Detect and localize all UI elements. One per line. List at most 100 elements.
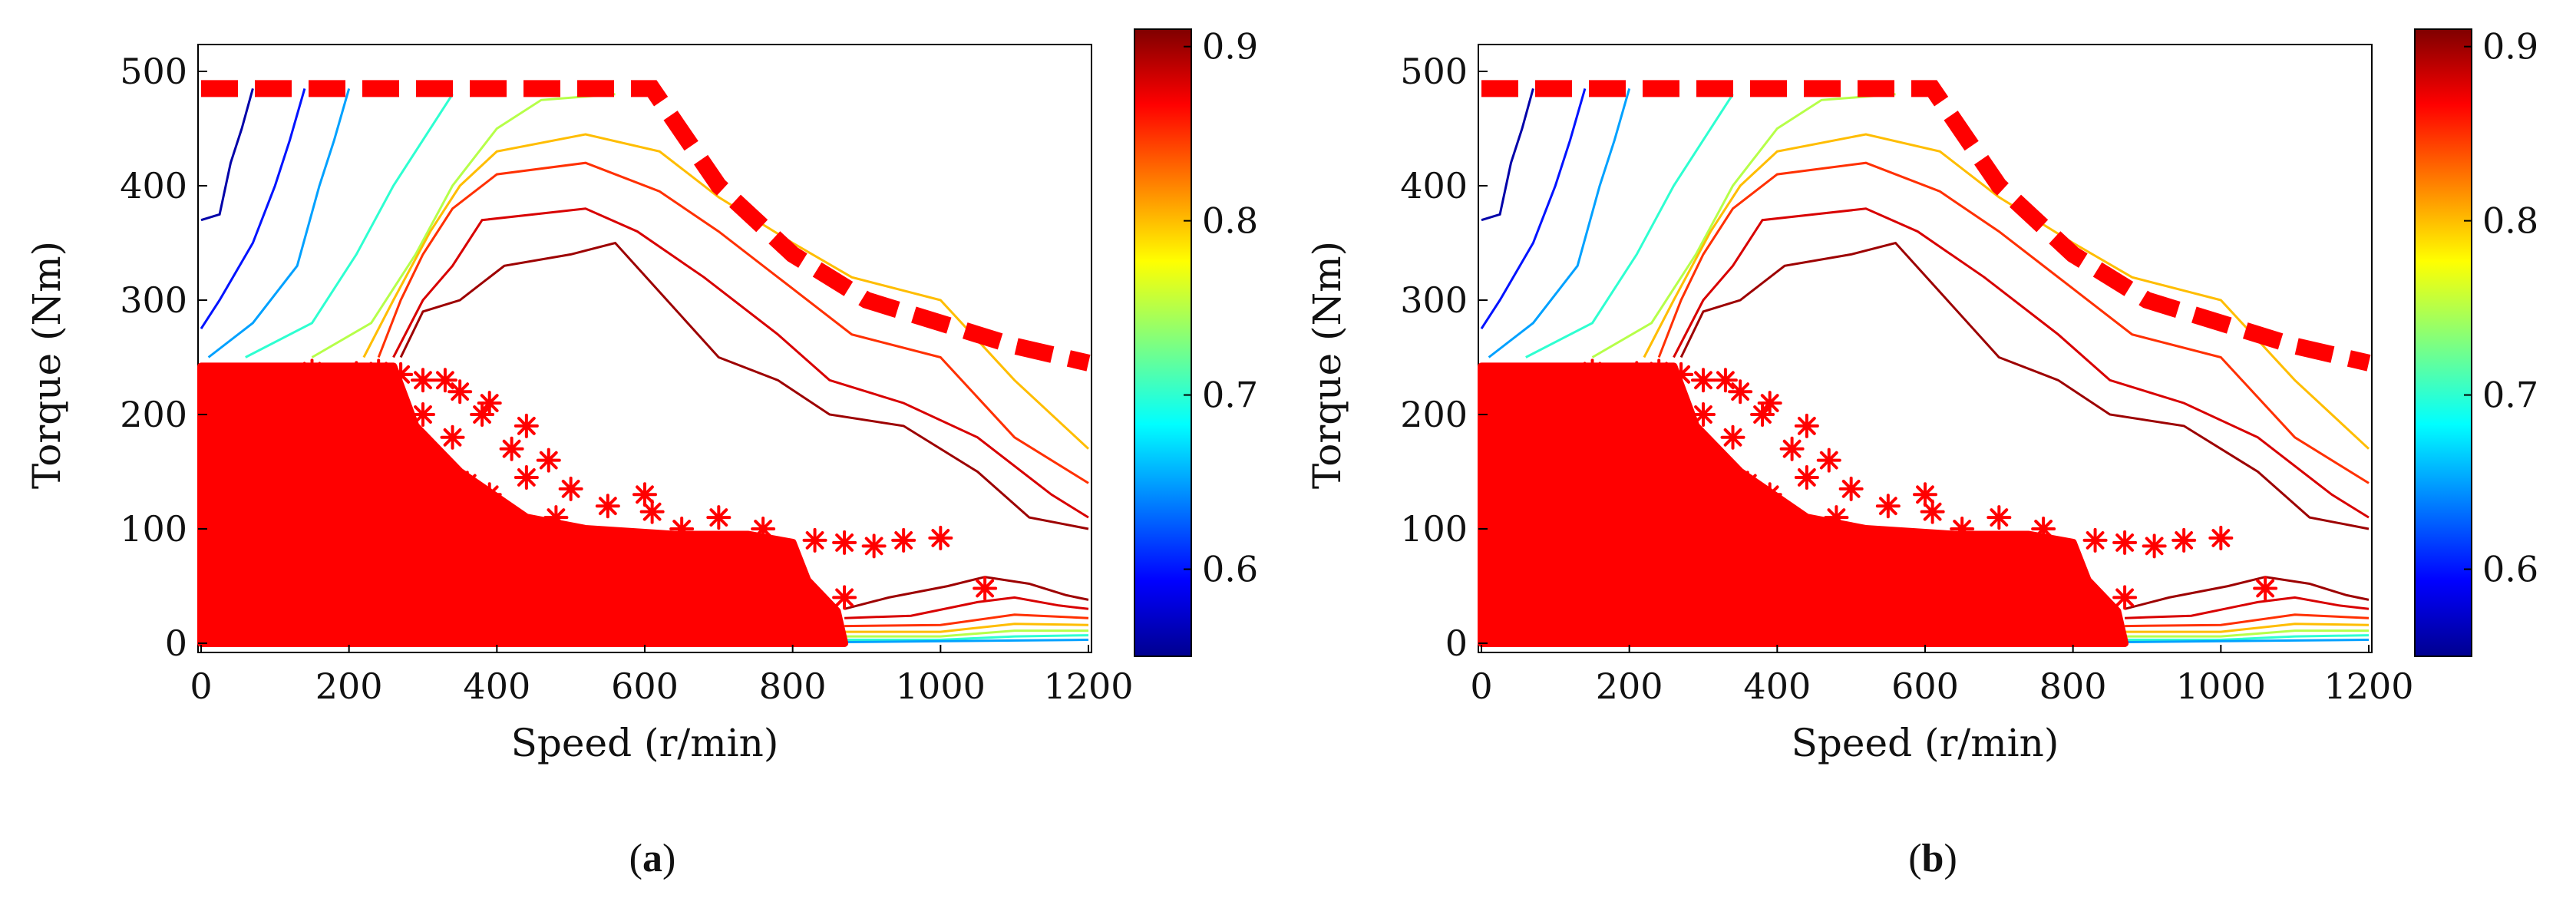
efficiency-contour [2125, 639, 2370, 643]
caption-paren-close: ) [1944, 837, 1957, 880]
operating-point-marker [470, 402, 495, 427]
efficiency-contour [2125, 629, 2369, 638]
asterisk-stroke [1738, 474, 1757, 493]
operating-point-marker [1920, 499, 1945, 524]
torque-limit-line [201, 80, 1091, 372]
asterisk-stroke [451, 382, 470, 401]
asterisk-stroke [2211, 529, 2231, 547]
operating-point-marker [432, 368, 457, 393]
colorbar-tick-label: 0.7 [1202, 375, 1258, 416]
x-tick-label: 0 [1470, 666, 1492, 707]
asterisk-stroke [1605, 368, 1624, 388]
asterisk-stroke [1650, 362, 1669, 381]
operating-point-marker [1779, 436, 1805, 461]
operating-point-marker [322, 365, 347, 391]
asterisk-stroke [517, 417, 536, 435]
operating-point-marker [1735, 471, 1760, 496]
asterisk-stroke [480, 394, 499, 412]
asterisk-stroke [1760, 394, 1779, 412]
y-tick-label: 0 [1445, 623, 1468, 664]
operating-point-marker [514, 464, 539, 490]
efficiency-contour [1679, 241, 2370, 530]
x-tick-label: 0 [190, 666, 212, 707]
asterisk-stroke [1560, 366, 1580, 385]
asterisk-stroke [894, 531, 913, 550]
x-tick-label: 600 [1891, 666, 1959, 707]
asterisk-stroke [229, 371, 248, 390]
efficiency-contour [362, 133, 1090, 450]
operating-point-marker [2112, 585, 2138, 610]
asterisk-stroke [480, 485, 499, 504]
operating-point-marker [2208, 525, 2234, 550]
operating-point-marker [226, 368, 251, 393]
operating-point-marker [2142, 533, 2167, 559]
asterisk-stroke [864, 537, 883, 556]
asterisk-stroke [2086, 531, 2105, 550]
efficiency-contour [399, 241, 1089, 530]
y-tick-label: 500 [120, 51, 187, 92]
asterisk-stroke [1583, 362, 1602, 381]
operating-point-marker [1484, 368, 1509, 393]
y-tick-label: 0 [165, 623, 187, 664]
y-tick-label: 100 [120, 508, 187, 550]
y-tick-label: 200 [1400, 394, 1468, 435]
x-tick-label: 800 [759, 666, 827, 707]
operating-point-marker [632, 482, 657, 507]
operating-point-marker [1624, 361, 1650, 386]
operating-point-marker [1535, 365, 1560, 391]
operating-point-marker [344, 361, 369, 386]
y-tick-label: 300 [120, 279, 187, 321]
y-tick-label: 200 [120, 394, 187, 435]
asterisk-stroke [457, 474, 477, 493]
operating-point-marker [440, 424, 465, 450]
panel-caption: (b) [1908, 837, 1957, 880]
asterisk-stroke [1723, 428, 1742, 447]
efficiency-contour [1591, 93, 1896, 358]
efficiency-contour [1488, 88, 1631, 358]
efficiency-contour [844, 623, 1089, 633]
operating-point-marker [1712, 368, 1738, 393]
asterisk-stroke [672, 520, 692, 538]
efficiency-contour [844, 639, 1089, 643]
asterisk-stroke [1753, 405, 1772, 424]
asterisk-stroke [976, 579, 995, 598]
asterisk-stroke [1878, 497, 1897, 516]
operating-point-marker [411, 402, 435, 427]
efficiency-contour [392, 207, 1089, 519]
x-tick-label: 1000 [2176, 666, 2266, 707]
asterisk-stroke [1827, 508, 1846, 527]
operating-point-marker [558, 476, 583, 501]
operating-point-marker [411, 368, 435, 393]
operating-point-marker [543, 505, 569, 530]
asterisk-stroke [1716, 371, 1735, 390]
x-axis-label: Speed (r/min) [511, 721, 779, 765]
colorbar-tick-label: 0.8 [1202, 200, 1258, 242]
y-axis-label: Torque (Nm) [25, 241, 69, 489]
operating-point-marker [595, 494, 620, 519]
panel-a: 0 200 400 600 800 1000 1200 0 100 200 300 400 500 Spe… [25, 26, 1258, 880]
asterisk-stroke [931, 529, 950, 547]
operating-point-marker [277, 363, 302, 388]
asterisk-stroke [325, 368, 344, 388]
operating-point-marker [1913, 482, 1937, 507]
caption-letter: b [1922, 837, 1944, 880]
colorbar [2414, 28, 2472, 657]
asterisk-stroke [1760, 485, 1779, 504]
operating-point-marker [1669, 362, 1694, 387]
operating-point-marker [928, 525, 953, 550]
asterisk-stroke [2115, 588, 2134, 607]
asterisk-stroke [1487, 371, 1506, 390]
operating-point-marker [2112, 530, 2138, 555]
asterisk-stroke [539, 451, 558, 470]
colorbar-tick-label: 0.9 [2482, 26, 2538, 68]
asterisk-stroke [598, 497, 617, 516]
efficiency-contour [1673, 207, 2370, 519]
efficiency-contour [1481, 88, 1534, 222]
caption-paren-open: ( [629, 837, 642, 880]
operating-point-marker [454, 471, 480, 496]
operating-point-marker [536, 448, 561, 473]
operating-point-marker [1757, 391, 1782, 416]
operating-point-marker [973, 576, 998, 601]
efficiency-contour [1643, 133, 2370, 450]
operating-point-marker [299, 358, 325, 384]
